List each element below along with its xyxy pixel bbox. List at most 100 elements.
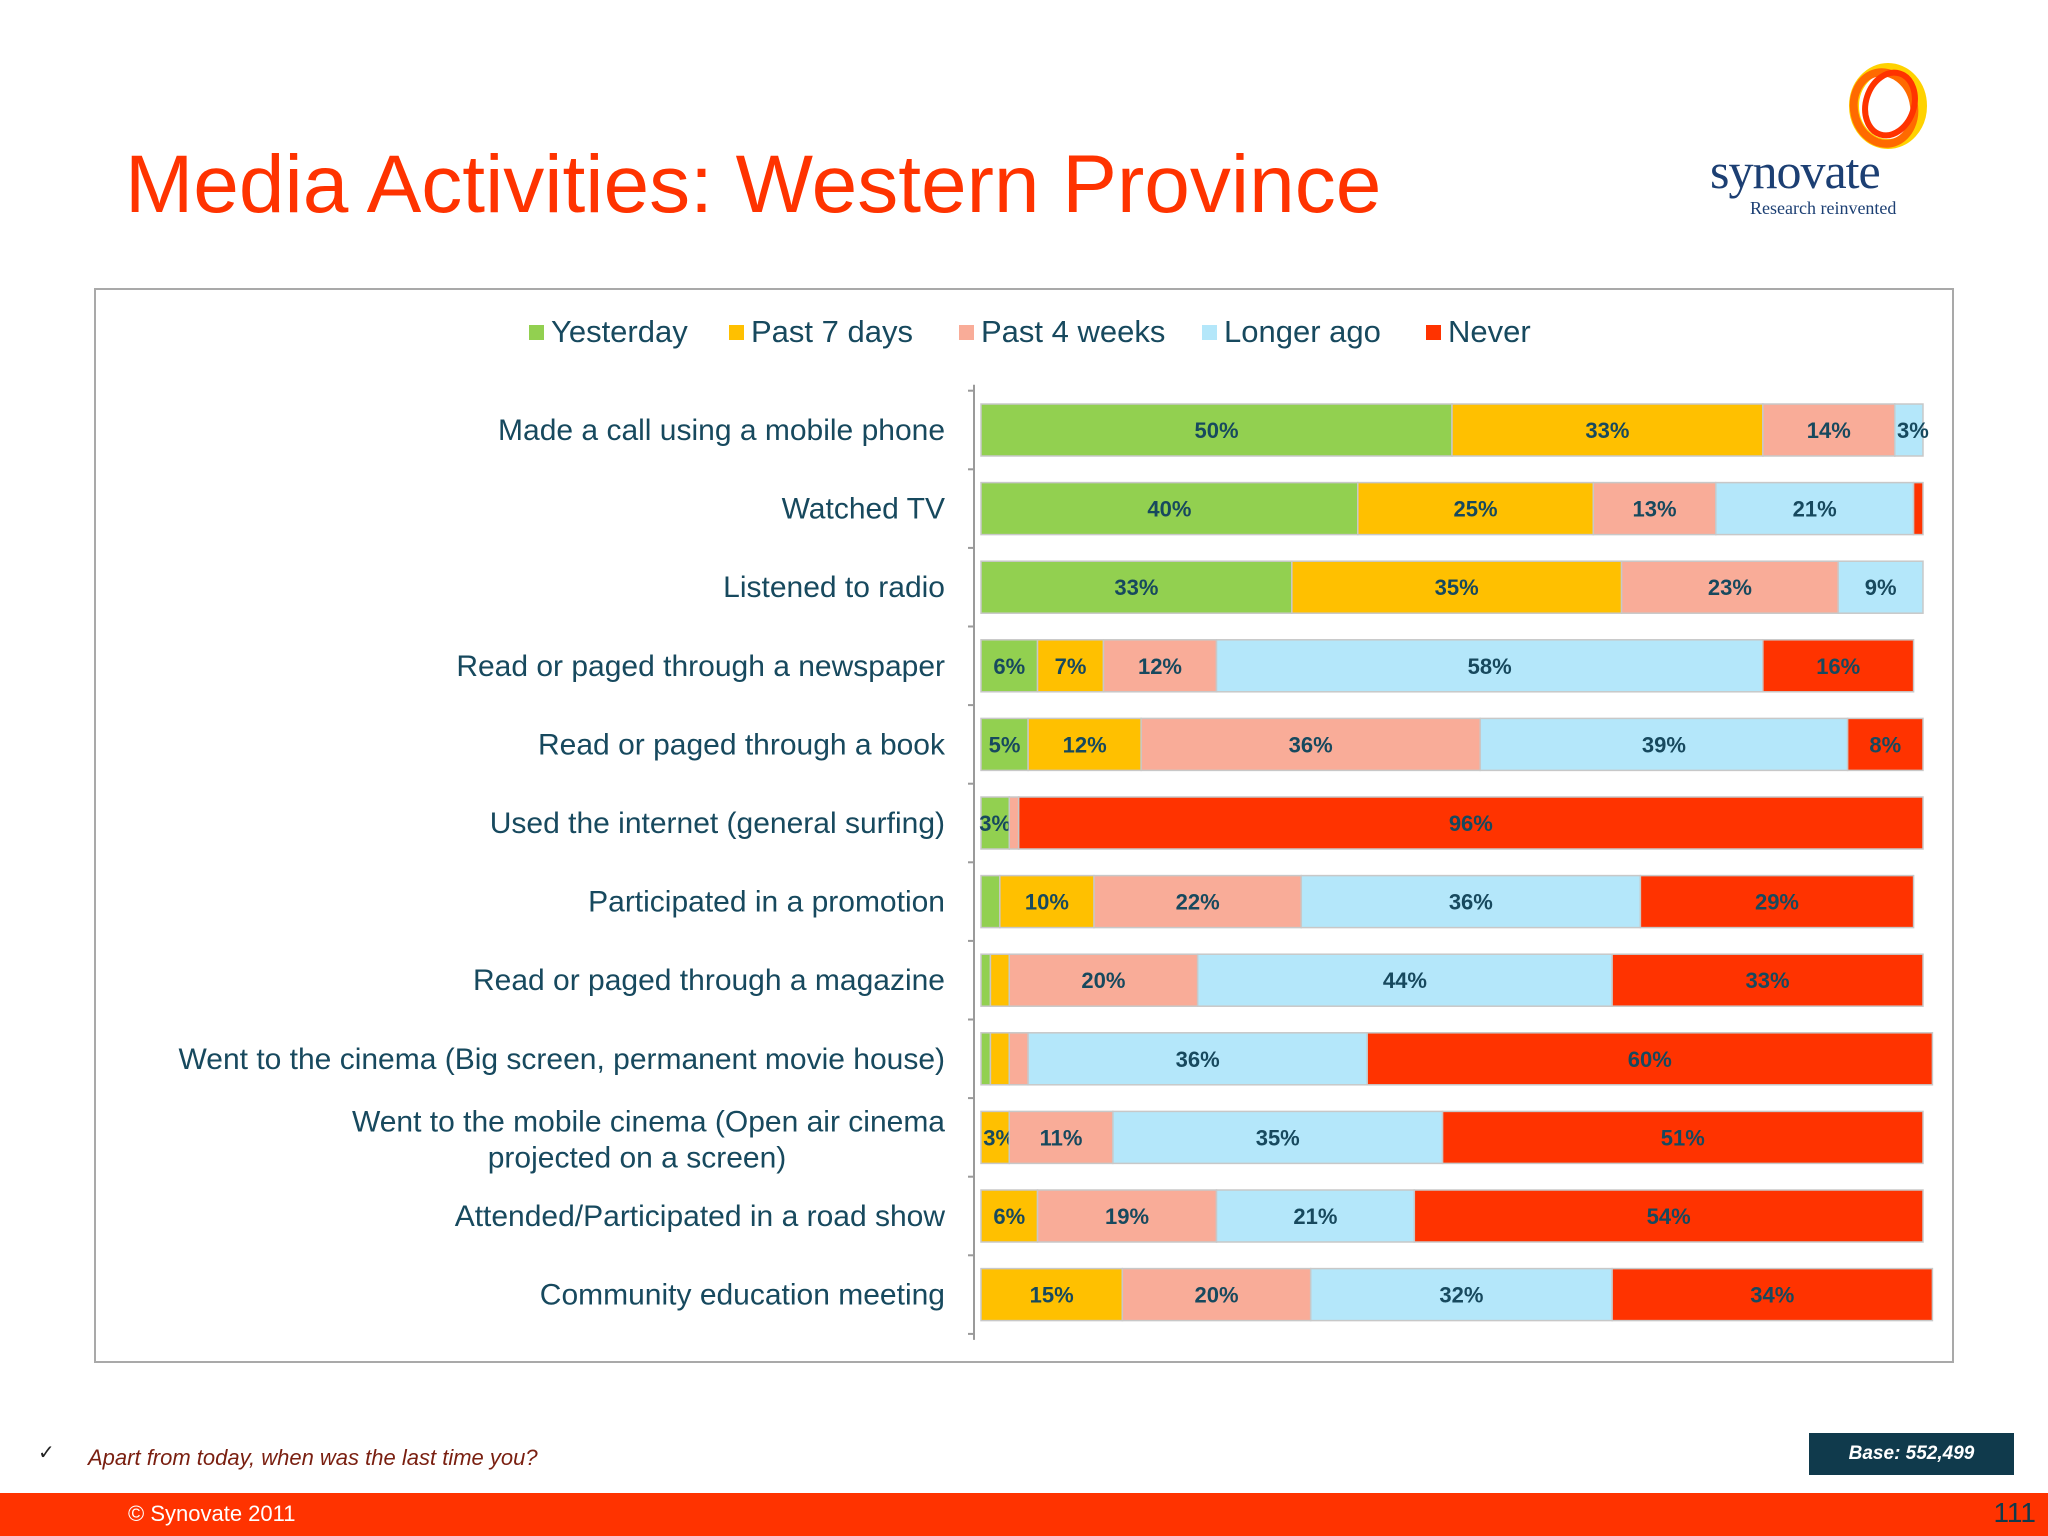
data-label: 3% — [1897, 418, 1929, 443]
data-label: 5% — [989, 732, 1021, 757]
data-label: 11% — [1040, 1125, 1083, 1150]
data-label: 44% — [1383, 968, 1427, 993]
legend-label-yesterday: Yesterday — [551, 314, 688, 349]
bar-segment-longer-ago — [1300, 874, 1642, 929]
bar-segment-never — [1441, 1110, 1924, 1165]
bar-segment-past-7-days — [1451, 403, 1764, 457]
category-label: Went to the cinema (Big screen, permanen… — [179, 1043, 946, 1076]
bar-segment-yesterday — [980, 717, 1029, 772]
data-label: 16% — [1816, 654, 1860, 679]
data-label: 34% — [1750, 1283, 1794, 1308]
bar-segment-past-4-weeks — [1008, 1110, 1114, 1165]
data-label: 12% — [1063, 732, 1107, 757]
bar-segment-never — [1366, 1032, 1934, 1086]
bar-segment-longer-ago — [1027, 1032, 1368, 1086]
bar-segment-longer-ago — [1837, 560, 1924, 614]
bar-segment-never — [1639, 874, 1915, 929]
data-label: 8% — [1869, 732, 1901, 757]
data-label: 14% — [1807, 418, 1851, 443]
data-label: 25% — [1454, 497, 1498, 522]
data-label: 36% — [1176, 1047, 1220, 1072]
data-label: 35% — [1256, 1125, 1300, 1150]
data-label: 36% — [1449, 890, 1493, 915]
bar-segment-past-4-weeks — [1008, 1032, 1029, 1086]
legend-swatch-yesterday — [529, 325, 544, 340]
bar-segment-past-4-weeks — [1008, 953, 1199, 1007]
legend-label-never: Never — [1448, 314, 1531, 349]
bar-segment-past-4-weeks — [1036, 1189, 1218, 1243]
bar-segment-never — [1912, 481, 1924, 536]
category-label: Participated in a promotion — [588, 886, 945, 919]
data-label: 96% — [1449, 811, 1493, 836]
bar-segment-past-7-days — [1357, 481, 1595, 536]
logo-wordmark: synovate — [1710, 143, 1881, 199]
category-label: Community education meeting — [540, 1279, 945, 1312]
synovate-logo: synovate Research reinvented — [1700, 58, 1940, 228]
data-label: 33% — [1114, 575, 1158, 600]
data-label: 33% — [1746, 968, 1790, 993]
bar-segment-past-7-days — [980, 1189, 1039, 1243]
category-label: Watched TV — [782, 493, 945, 526]
legend-swatch-past-4-weeks — [959, 325, 974, 340]
data-label: 50% — [1194, 418, 1238, 443]
data-label: 20% — [1194, 1283, 1238, 1308]
bar-segment-yesterday — [980, 953, 992, 1007]
page-title: Media Activities: Western Province — [125, 139, 1382, 230]
data-label: 23% — [1708, 575, 1752, 600]
bar-segment-longer-ago — [1112, 1110, 1444, 1165]
data-label: 13% — [1633, 497, 1677, 522]
bar-segment-past-4-weeks — [1121, 1267, 1312, 1322]
data-label: 6% — [993, 1204, 1025, 1229]
legend-label-longer-ago: Longer ago — [1224, 314, 1381, 349]
legend-swatch-never — [1426, 325, 1441, 340]
bar-segment-longer-ago — [1215, 1189, 1416, 1243]
bar-segment-longer-ago — [1893, 403, 1924, 457]
category-label: Read or paged through a magazine — [473, 964, 945, 997]
category-label: Read or paged through a newspaper — [456, 650, 945, 683]
logo-ring-icon — [1849, 63, 1927, 149]
data-label: 32% — [1439, 1283, 1483, 1308]
data-label: 22% — [1176, 890, 1220, 915]
data-label: 15% — [1030, 1283, 1074, 1308]
data-label: 19% — [1105, 1204, 1149, 1229]
data-label: 51% — [1661, 1125, 1705, 1150]
bar-segment-longer-ago — [1715, 481, 1915, 536]
legend-label-past-7-days: Past 7 days — [751, 314, 913, 349]
stacked-bar-chart: Yesterday Past 7 days Past 4 weeks Longer a… — [179, 314, 1934, 1340]
legend-swatch-past-7-days — [729, 325, 744, 340]
data-label: 58% — [1468, 654, 1512, 679]
bar-segment-past-7-days — [1291, 560, 1623, 614]
bar-segment-longer-ago — [1215, 639, 1764, 693]
check-icon: ✓ — [38, 1442, 55, 1464]
footer-bar: © Synovate 2011 111 — [0, 1493, 2048, 1536]
bar-segment-past-7-days — [980, 1267, 1124, 1322]
bar-segment-past-7-days — [989, 953, 1011, 1007]
data-label: 39% — [1642, 732, 1686, 757]
category-label: Read or paged through a book — [538, 728, 946, 761]
base-badge: Base: 552,499 — [1809, 1433, 2014, 1475]
category-label: Used the internet (general surfing) — [490, 807, 945, 840]
bar-segment-never — [1017, 796, 1924, 850]
legend-swatch-longer-ago — [1202, 325, 1217, 340]
data-label: 36% — [1289, 732, 1333, 757]
bar-segment-longer-ago — [1479, 717, 1849, 772]
bar-segment-past-7-days — [989, 1032, 1011, 1086]
logo-tagline: Research reinvented — [1750, 198, 1897, 218]
bar-segment-yesterday — [980, 874, 1001, 929]
data-label: 21% — [1293, 1204, 1337, 1229]
data-label: 7% — [1055, 654, 1087, 679]
data-label: 12% — [1138, 654, 1182, 679]
legend-label-past-4-weeks: Past 4 weeks — [981, 314, 1165, 349]
bar-segment-never — [1762, 639, 1915, 693]
category-label: Listened to radio — [723, 571, 945, 604]
bar-segment-never — [1611, 1267, 1934, 1322]
copyright: © Synovate 2011 — [128, 1501, 296, 1526]
data-label: 3% — [979, 811, 1011, 836]
data-label: 60% — [1628, 1047, 1672, 1072]
bar-segment-never — [1611, 953, 1924, 1007]
bar-segment-past-4-weeks — [1093, 874, 1303, 929]
bar-segment-yesterday — [980, 403, 1453, 457]
data-label: 40% — [1147, 497, 1191, 522]
data-label: 9% — [1865, 575, 1897, 600]
data-label: 20% — [1081, 968, 1125, 993]
